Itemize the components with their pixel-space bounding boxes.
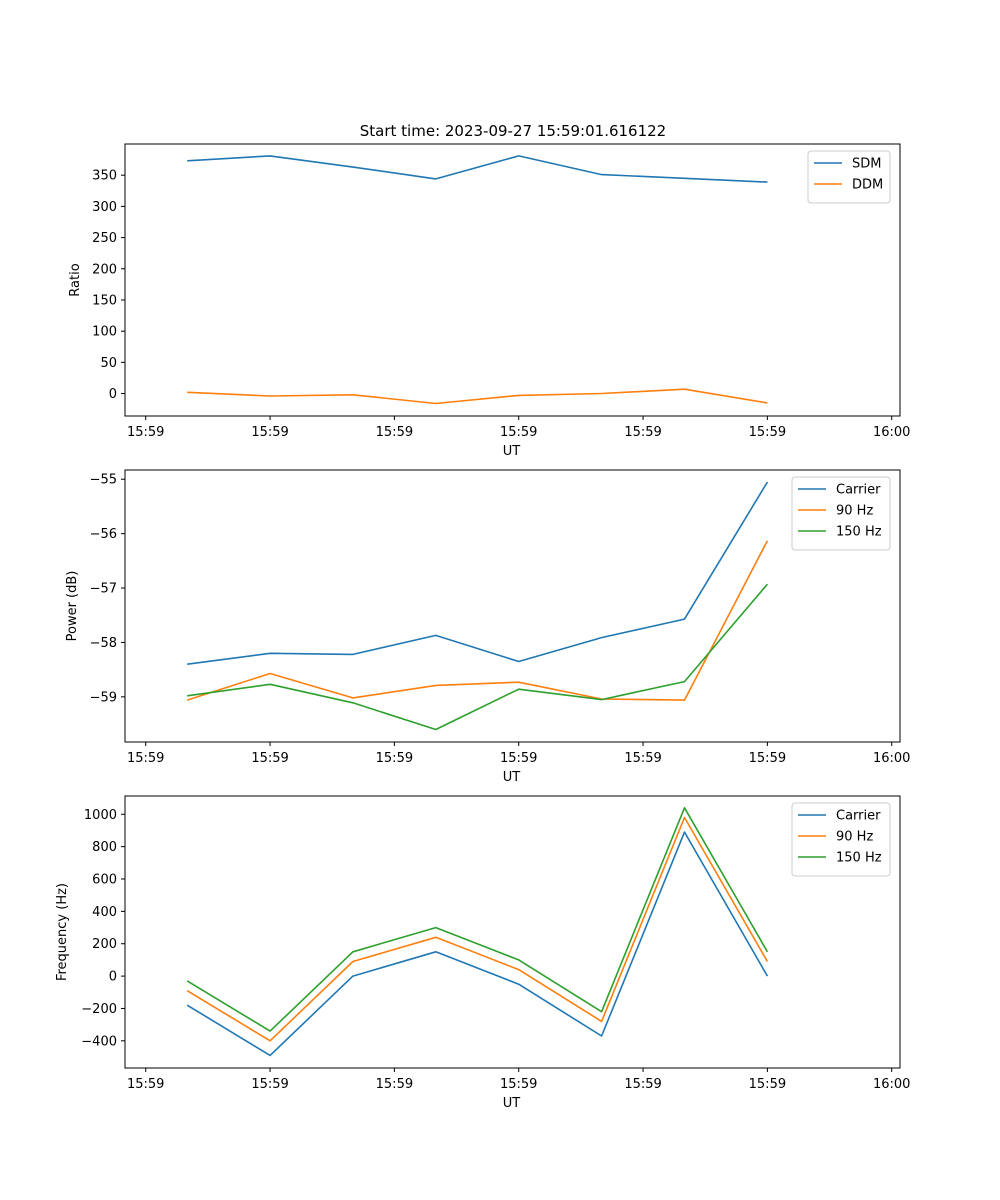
x-tick-label: 16:00 xyxy=(873,425,910,440)
series-line-ddm xyxy=(187,388,768,405)
x-tick-label: 15:59 xyxy=(376,751,413,766)
y-tick-label: 400 xyxy=(92,905,117,920)
y-tick-label: 250 xyxy=(92,231,117,246)
x-tick-label: 16:00 xyxy=(873,751,910,766)
y-tick-label: 200 xyxy=(92,937,117,952)
legend-label: Carrier xyxy=(836,809,881,824)
x-tick-label: 15:59 xyxy=(127,751,164,766)
axes-frame xyxy=(124,795,901,1069)
y-tick-label: 150 xyxy=(92,293,117,308)
x-tick-label: 15:59 xyxy=(624,425,661,440)
legend-label: DDM xyxy=(852,178,883,193)
y-tick-label: −200 xyxy=(81,1002,117,1017)
y-tick-label: −400 xyxy=(81,1034,117,1049)
x-axis-label: UT xyxy=(503,770,521,785)
x-tick-label: 15:59 xyxy=(251,1077,288,1092)
series-line-150-hz xyxy=(187,583,769,731)
series-line-90-hz xyxy=(186,540,769,701)
y-tick-label: −55 xyxy=(90,473,117,488)
legend-label: 90 Hz xyxy=(836,830,873,845)
y-tick-label: 0 xyxy=(109,970,117,985)
y-tick-label: 50 xyxy=(100,356,117,371)
y-tick-label: −57 xyxy=(90,582,117,597)
legend-label: 150 Hz xyxy=(836,525,882,540)
x-tick-label: 15:59 xyxy=(376,425,413,440)
x-axis-label: UT xyxy=(503,1096,521,1111)
x-tick-label: 15:59 xyxy=(376,1077,413,1092)
y-tick-label: 600 xyxy=(92,873,117,888)
legend: Carrier 90 Hz 150 Hz xyxy=(791,476,891,551)
chart-panel-3: 15:59 15:59 15:59 15:59 15:59 15:59 16:00 −400 −… xyxy=(55,795,910,1111)
chart-panel-2: 15:59 15:59 15:59 15:59 15:59 15:59 16:00 −59 −5… xyxy=(65,469,910,785)
legend-label: 150 Hz xyxy=(836,851,882,866)
x-tick-label: 15:59 xyxy=(251,751,288,766)
series-line-sdm xyxy=(187,155,768,183)
series-line-90-hz xyxy=(186,816,769,1042)
y-axis-label: Ratio xyxy=(68,263,83,296)
y-tick-label: 0 xyxy=(109,387,117,402)
y-tick-label: −56 xyxy=(90,527,117,542)
series-line-150-hz xyxy=(186,806,769,1032)
x-tick-label: 15:59 xyxy=(749,425,786,440)
y-tick-label: 200 xyxy=(92,262,117,277)
y-tick-label: 300 xyxy=(92,200,117,215)
legend-label: SDM xyxy=(852,157,881,172)
x-tick-label: 15:59 xyxy=(500,751,537,766)
chart-title: Start time: 2023-09-27 15:59:01.616122 xyxy=(360,122,666,140)
x-tick-label: 15:59 xyxy=(500,425,537,440)
legend-label: Carrier xyxy=(836,483,881,498)
x-tick-label: 15:59 xyxy=(251,425,288,440)
series-line-carrier xyxy=(187,481,769,665)
legend-label: 90 Hz xyxy=(836,504,873,519)
x-tick-label: 15:59 xyxy=(749,751,786,766)
series-line-carrier xyxy=(186,831,769,1057)
x-tick-label: 15:59 xyxy=(127,1077,164,1092)
chart-panel-1: 15:59 15:59 15:59 15:59 15:59 15:59 16:00 0 50 10… xyxy=(68,143,910,459)
y-tick-label: 350 xyxy=(92,169,117,184)
y-tick-label: 800 xyxy=(92,840,117,855)
x-tick-label: 15:59 xyxy=(500,1077,537,1092)
x-tick-label: 16:00 xyxy=(873,1077,910,1092)
axes-frame xyxy=(124,143,901,417)
x-tick-label: 15:59 xyxy=(749,1077,786,1092)
y-tick-label: 100 xyxy=(92,325,117,340)
legend: Carrier 90 Hz 150 Hz xyxy=(791,802,891,877)
legend-box xyxy=(807,150,891,204)
y-axis-label: Frequency (Hz) xyxy=(55,883,70,981)
y-tick-label: −59 xyxy=(90,690,117,705)
x-tick-label: 15:59 xyxy=(624,1077,661,1092)
axes-frame xyxy=(124,469,901,743)
y-tick-label: 1000 xyxy=(84,808,117,823)
x-tick-label: 15:59 xyxy=(127,425,164,440)
y-axis-label: Power (dB) xyxy=(65,571,80,642)
x-axis-label: UT xyxy=(503,444,521,459)
legend: SDM DDM xyxy=(807,150,891,204)
x-tick-label: 15:59 xyxy=(624,751,661,766)
y-tick-label: −58 xyxy=(90,636,117,651)
